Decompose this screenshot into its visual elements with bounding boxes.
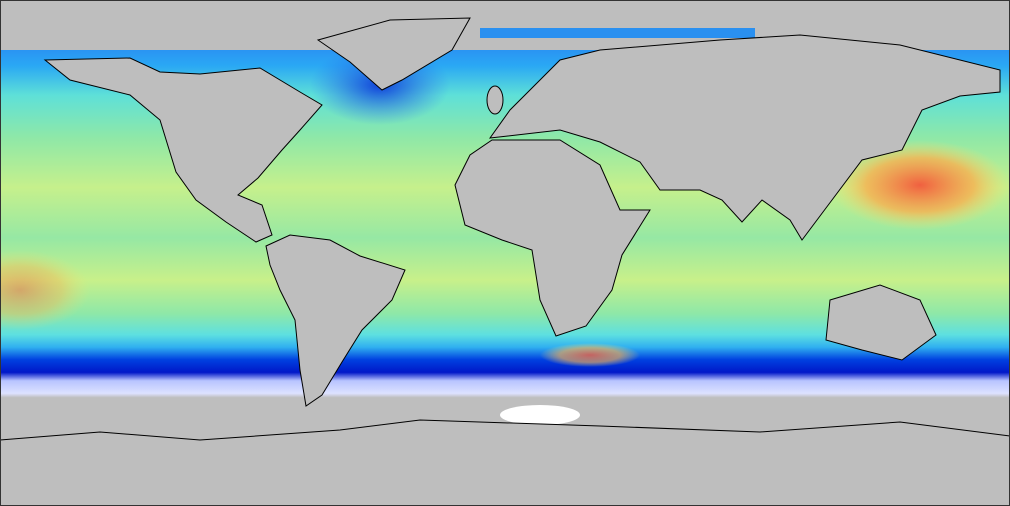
antarctica: [0, 419, 1010, 506]
australia: [825, 284, 937, 361]
warm-patch: [830, 140, 1010, 230]
britain: [486, 85, 504, 115]
greenland: [316, 17, 471, 91]
eurasia: [488, 34, 1001, 241]
south-america: [265, 234, 406, 407]
north-america: [43, 57, 323, 243]
land: [0, 17, 1010, 506]
africa: [454, 139, 651, 337]
arctic-water: [480, 28, 755, 38]
ice-patch: [500, 405, 580, 425]
warm-patch: [540, 343, 640, 367]
warm-patch: [0, 250, 90, 330]
